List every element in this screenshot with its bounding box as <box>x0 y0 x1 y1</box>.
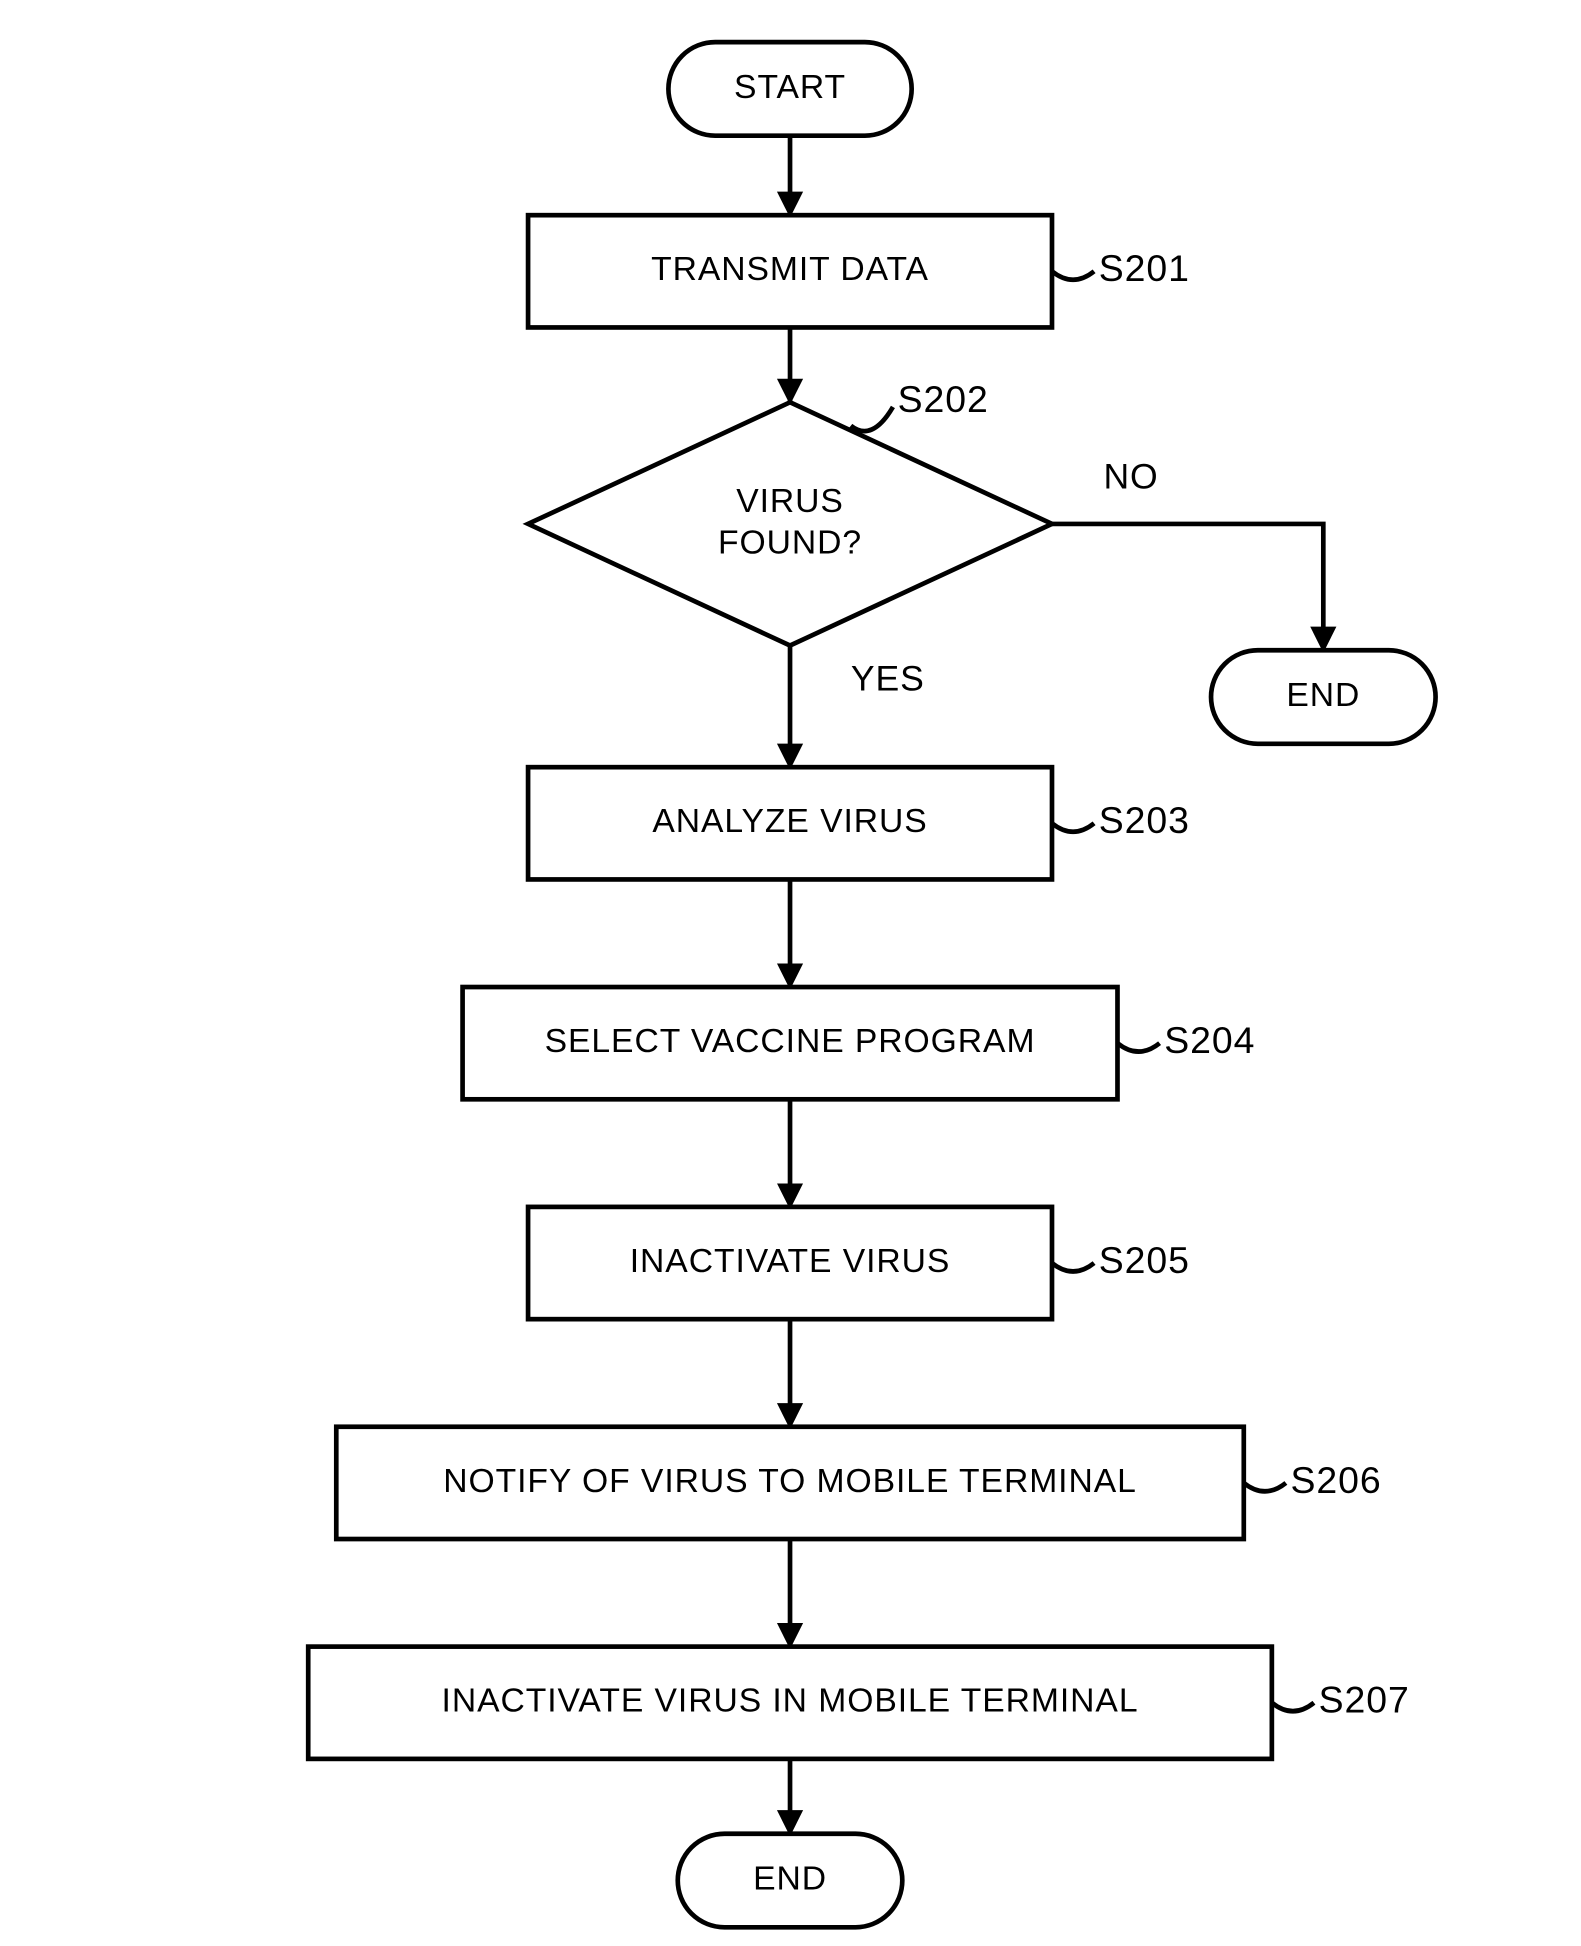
step-label-s201: S201 <box>1099 247 1190 289</box>
node-s206: NOTIFY OF VIRUS TO MOBILE TERMINAL <box>336 1427 1244 1539</box>
callout-tie-s207 <box>1272 1703 1314 1711</box>
node-s201: TRANSMIT DATA <box>528 215 1052 327</box>
step-label-s205: S205 <box>1099 1239 1190 1281</box>
node-label-end_no: END <box>1286 677 1360 714</box>
node-label-start: START <box>734 69 846 106</box>
node-start: START <box>668 42 911 136</box>
edge-s202-end_no <box>1052 524 1323 650</box>
node-label-s205: INACTIVATE VIRUS <box>630 1243 951 1280</box>
node-s207: INACTIVATE VIRUS IN MOBILE TERMINAL <box>308 1647 1272 1759</box>
node-end: END <box>678 1834 903 1928</box>
step-label-s202: S202 <box>898 378 989 420</box>
node-label-s206: NOTIFY OF VIRUS TO MOBILE TERMINAL <box>443 1463 1137 1500</box>
step-label-s204: S204 <box>1164 1019 1255 1061</box>
step-label-s207: S207 <box>1319 1679 1410 1721</box>
edge-label-no: NO <box>1103 456 1158 496</box>
callout-tie-s201 <box>1052 271 1094 279</box>
step-label-s203: S203 <box>1099 799 1190 841</box>
callout-tie-s203 <box>1052 823 1094 831</box>
node-label-s202-1: FOUND? <box>718 524 862 561</box>
callout-tie-s205 <box>1052 1263 1094 1271</box>
node-label-s204: SELECT VACCINE PROGRAM <box>545 1023 1036 1060</box>
node-label-s203: ANALYZE VIRUS <box>652 803 927 840</box>
node-label-s201: TRANSMIT DATA <box>651 251 929 288</box>
node-end_no: END <box>1211 650 1436 744</box>
callout-tie-s206 <box>1244 1483 1286 1491</box>
callout-tie-s202 <box>851 407 893 431</box>
node-label-s207: INACTIVATE VIRUS IN MOBILE TERMINAL <box>442 1683 1139 1720</box>
step-label-s206: S206 <box>1291 1459 1382 1501</box>
node-s202: VIRUS FOUND? <box>528 402 1052 645</box>
node-s203: ANALYZE VIRUS <box>528 767 1052 879</box>
flowchart: YES NO START TRANSMIT DATA VIRUS FOUND? END ANA… <box>0 0 1581 1946</box>
node-label-end: END <box>753 1860 827 1897</box>
callout-tie-s204 <box>1117 1043 1159 1051</box>
edge-label-yes: YES <box>851 658 925 698</box>
node-s205: INACTIVATE VIRUS <box>528 1207 1052 1319</box>
node-label-s202-0: VIRUS <box>736 483 844 520</box>
node-s204: SELECT VACCINE PROGRAM <box>463 987 1118 1099</box>
